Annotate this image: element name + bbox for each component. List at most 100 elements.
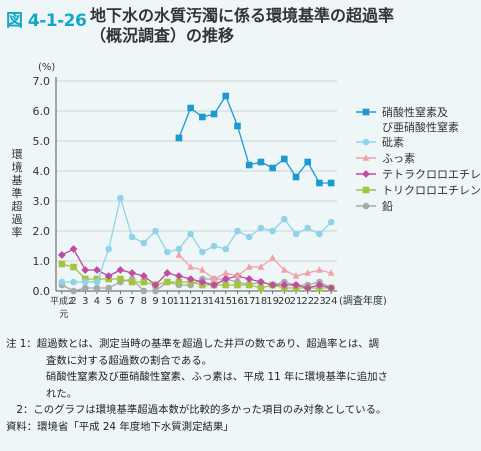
data-point — [292, 272, 300, 279]
data-point — [280, 281, 289, 289]
x-tick-label: 24 — [325, 296, 338, 307]
data-point — [104, 272, 113, 280]
source-note: 資料：環境省「平成 24 年度地下水質測定結果」 — [6, 420, 234, 433]
x-tick-label: 19 — [266, 296, 279, 307]
y-tick-label: 2.0 — [33, 225, 51, 238]
data-point — [93, 278, 101, 286]
data-point — [315, 281, 324, 289]
data-point — [316, 266, 323, 273]
title-line-1: 地下水の水質汚濁に係る環境基準の超過率 — [90, 6, 395, 25]
data-point — [93, 284, 101, 292]
data-point — [58, 260, 66, 268]
series-line — [178, 94, 332, 184]
note-1-line-4: れた。 — [46, 387, 78, 400]
data-point — [186, 275, 195, 283]
data-point — [222, 269, 230, 276]
data-point — [175, 134, 183, 142]
data-point — [234, 281, 241, 289]
data-point — [222, 281, 230, 289]
legend-item-5: 鉛 — [356, 199, 393, 213]
data-point — [187, 104, 194, 112]
x-tick-label: 18 — [255, 296, 268, 307]
data-point — [269, 254, 276, 261]
data-point — [140, 287, 148, 295]
data-point — [175, 278, 183, 286]
data-point — [221, 275, 230, 283]
data-point — [93, 266, 101, 274]
data-point — [199, 248, 206, 256]
data-point — [303, 284, 312, 292]
data-point — [163, 278, 171, 286]
data-point — [163, 248, 171, 256]
data-point — [316, 230, 323, 238]
y-tick-label: 4.0 — [33, 165, 51, 178]
series-1 — [58, 194, 335, 286]
x-tick-label: 4 — [94, 296, 100, 307]
data-point — [199, 113, 206, 121]
x-tick-label: 23 — [313, 296, 326, 307]
x-tick-label: 15 — [219, 296, 232, 307]
y-tick-label: 6.0 — [33, 105, 51, 118]
data-point — [105, 284, 112, 292]
data-point — [81, 278, 89, 286]
data-point — [245, 233, 253, 241]
data-point — [70, 287, 77, 295]
data-point — [152, 227, 159, 235]
legend-label: ふっ素 — [382, 152, 415, 165]
data-point — [304, 224, 312, 232]
x-tick-label: 6 — [117, 296, 123, 307]
data-point — [327, 284, 336, 292]
x-tick-label: 3 — [82, 296, 88, 307]
data-point — [257, 224, 265, 232]
data-point — [257, 284, 265, 292]
data-point — [234, 272, 241, 279]
legend-item-3: テトラクロロエチレン — [356, 168, 481, 181]
data-point — [140, 278, 148, 286]
x-tick-label: 14 — [208, 296, 221, 307]
series-line — [61, 195, 332, 283]
data-point — [210, 275, 218, 282]
data-point — [187, 230, 194, 238]
data-point — [117, 275, 124, 283]
legend-label: 硝酸性窒素及び亜硝酸性窒素 — [382, 105, 459, 134]
data-point — [210, 110, 218, 118]
data-point — [304, 158, 312, 166]
legend-label: 鉛 — [382, 199, 393, 213]
x-tick-label: 20 — [278, 296, 291, 307]
note-1-line-1: 注 1：超過数とは、測定当時の基準を超過した井戸の数であり、超過率とは、調 — [6, 338, 380, 350]
series-2 — [175, 251, 335, 282]
x-tick-label: 12 — [184, 296, 197, 307]
note-1-line-2: 査数に対する超過数の割合である。 — [46, 354, 213, 367]
data-point — [105, 245, 112, 253]
data-point — [292, 281, 300, 289]
legend-marker — [362, 170, 370, 178]
legend-marker — [362, 186, 370, 194]
y-tick-label: 1.0 — [33, 255, 51, 268]
data-point — [234, 227, 241, 235]
legend-item-0: 硝酸性窒素及び亜硝酸性窒素 — [356, 105, 459, 134]
notes: 注 1：超過数とは、測定当時の基準を超過した井戸の数であり、超過率とは、調 査数… — [6, 336, 476, 436]
x-tick-label: 16 — [231, 296, 244, 307]
y-tick-label: 7.0 — [33, 75, 51, 88]
data-point — [70, 263, 77, 271]
data-point — [117, 194, 124, 202]
x-tick-label: 5 — [106, 296, 112, 307]
data-point — [327, 179, 335, 187]
data-point — [81, 284, 89, 292]
y-unit-label: (%) — [38, 62, 55, 73]
legend-marker — [362, 108, 370, 116]
figure-number: 図 4-1-26 — [6, 11, 87, 31]
data-point — [199, 266, 206, 273]
legend-label: 砒素 — [382, 136, 404, 149]
data-point — [187, 263, 194, 270]
y-tick-label: 3.0 — [33, 195, 51, 208]
y-axis-title: 環境基準超過率 — [12, 148, 23, 239]
note-2: 2：このグラフは環境基準超過本数が比較的多かった項目のみ対象としている。 — [6, 404, 387, 417]
legend-item-4: トリクロロエチレン — [356, 184, 481, 197]
legend-label: テトラクロロエチレン — [382, 168, 481, 181]
data-point — [128, 233, 136, 241]
data-point — [175, 245, 183, 253]
